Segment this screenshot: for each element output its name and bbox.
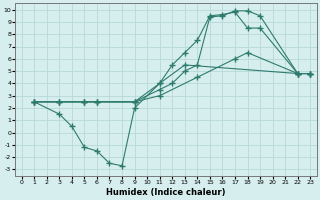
X-axis label: Humidex (Indice chaleur): Humidex (Indice chaleur) bbox=[106, 188, 226, 197]
